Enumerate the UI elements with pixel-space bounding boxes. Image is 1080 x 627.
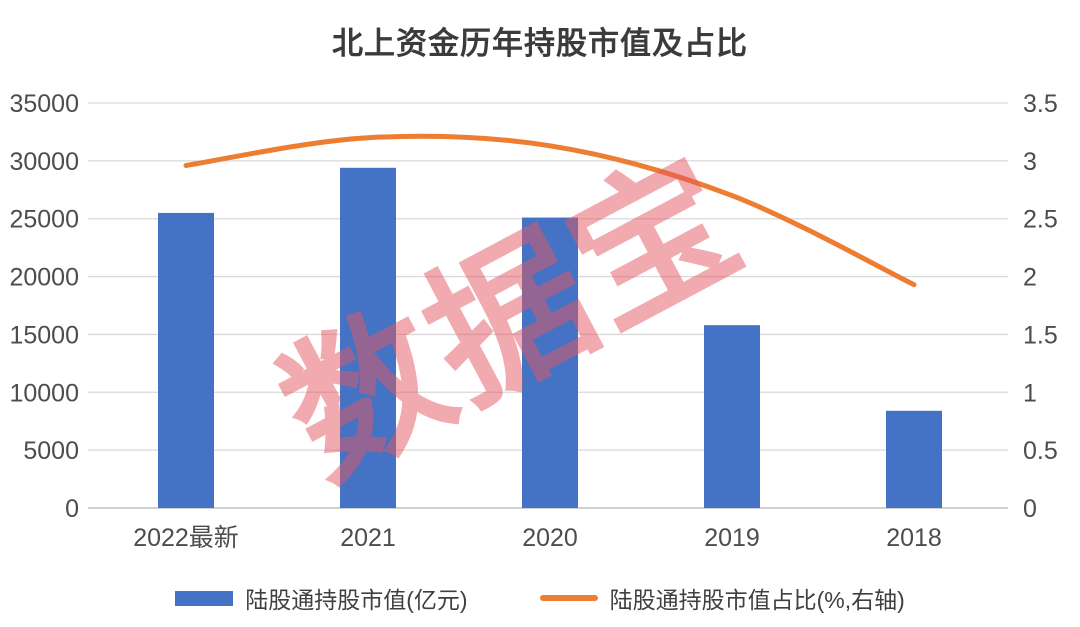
legend-item-line: 陆股通持股市值占比(%,右轴) <box>539 581 905 615</box>
x-axis-label: 2019 <box>704 524 760 552</box>
chart-title: 北上资金历年持股市值及占比 <box>332 26 748 61</box>
right-axis-tick: 3 <box>1023 148 1037 176</box>
right-axis-tick: 1 <box>1023 379 1037 407</box>
right-axis-tick: 3.5 <box>1023 90 1058 118</box>
legend-item-bar: 陆股通持股市值(亿元) <box>175 581 468 615</box>
bar <box>158 212 214 508</box>
legend: 陆股通持股市值(亿元) 陆股通持股市值占比(%,右轴) <box>0 578 1080 618</box>
left-axis-tick: 5000 <box>23 437 79 465</box>
x-axis-labels: 2022最新 2021 2020 2019 2018 <box>133 524 942 552</box>
left-axis-tick: 15000 <box>9 321 79 349</box>
bar <box>340 167 396 509</box>
line-series <box>183 133 917 288</box>
bar <box>522 217 578 509</box>
right-axis-tick: 1.5 <box>1023 321 1058 349</box>
right-axis-tick: 0 <box>1023 495 1037 523</box>
left-axis-tick: 0 <box>65 495 79 523</box>
right-axis-ticks: 0 0.5 1 1.5 2 2.5 3 3.5 <box>1023 90 1058 523</box>
left-axis-tick: 35000 <box>9 90 79 118</box>
line-swatch-icon <box>539 595 598 601</box>
legend-label-line: 陆股通持股市值占比(%,右轴) <box>609 587 905 613</box>
line-path <box>183 133 917 288</box>
right-axis-tick: 0.5 <box>1023 437 1058 465</box>
x-axis-label: 2021 <box>340 524 396 552</box>
left-axis-tick: 20000 <box>9 264 79 292</box>
x-axis-label: 2022最新 <box>133 524 239 552</box>
bars-group <box>158 167 942 509</box>
right-axis-tick: 2.5 <box>1023 206 1058 234</box>
bar-swatch-icon <box>175 590 234 606</box>
bar <box>886 410 942 508</box>
left-axis-tick: 30000 <box>9 148 79 176</box>
left-axis-tick: 25000 <box>9 206 79 234</box>
chart-plot: 0 5000 10000 15000 20000 25000 30000 35000 0 0.5 1… <box>9 90 1058 552</box>
x-axis-label: 2018 <box>886 524 942 552</box>
legend-label-bar: 陆股通持股市值(亿元) <box>245 587 468 613</box>
x-axis-label: 2020 <box>522 524 578 552</box>
left-axis-ticks: 0 5000 10000 15000 20000 25000 30000 35000 <box>9 90 79 523</box>
left-axis-tick: 10000 <box>9 379 79 407</box>
right-axis-tick: 2 <box>1023 264 1037 292</box>
bar <box>704 325 760 508</box>
